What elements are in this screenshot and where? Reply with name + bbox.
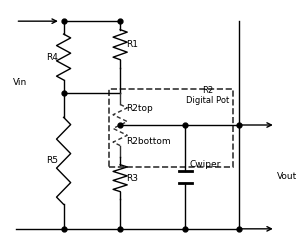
- Text: R2bottom: R2bottom: [126, 136, 170, 145]
- Text: Cwiper: Cwiper: [189, 160, 221, 169]
- Text: R5: R5: [46, 156, 58, 165]
- Text: R2top: R2top: [126, 104, 153, 114]
- Text: Vin: Vin: [13, 78, 27, 88]
- Text: Vout: Vout: [277, 172, 297, 182]
- Text: R1: R1: [126, 40, 138, 49]
- Text: R3: R3: [126, 174, 138, 183]
- Text: R2
Digital Pot: R2 Digital Pot: [186, 86, 230, 105]
- Text: R4: R4: [46, 52, 58, 62]
